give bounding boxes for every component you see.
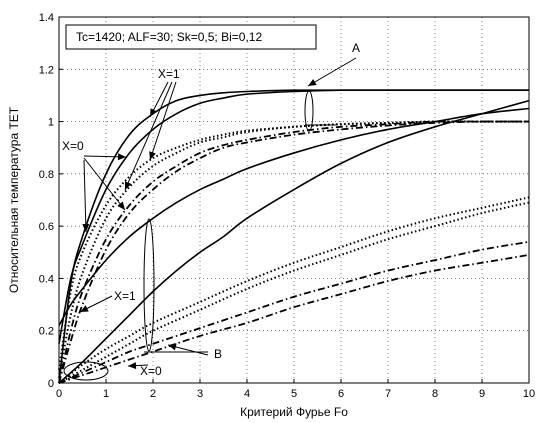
ellipse-mid (143, 218, 155, 352)
annotation-x0-top: X=0 (62, 139, 84, 153)
arrow-x0-top-b-head (117, 201, 125, 210)
annotations (63, 57, 357, 381)
x-tick-label: 5 (291, 388, 297, 400)
arrow-x0-bottom-head (128, 362, 137, 370)
arrow-x0-top-a-head (117, 153, 126, 161)
annotation-B: B (214, 347, 222, 361)
arrow-x0-top-c-head (82, 223, 90, 232)
arrow-x1-top-c (149, 81, 177, 161)
x-axis-title: Критерий Фурье Fo (240, 405, 348, 419)
arrow-x1-top-a-head (150, 108, 157, 117)
arrow-x1-top-c-head (149, 151, 156, 160)
x-tick-label: 2 (150, 388, 156, 400)
arrow-x0-top-b (83, 157, 126, 211)
series-line-11 (58, 240, 530, 384)
ellipse-bottom (63, 361, 109, 381)
arrow-B-head (168, 343, 177, 351)
y-tick-label: 0 (48, 378, 54, 390)
y-tick-label: 0.8 (39, 169, 54, 181)
legend-text: Tc=1420; ALF=30; Sk=0,5; Bi=0,12 (76, 30, 262, 44)
arrow-x1-top-b-head (124, 181, 132, 190)
x-tick-label: 3 (197, 388, 203, 400)
legend-frame (65, 24, 317, 50)
y-tick-label: 1 (48, 117, 54, 129)
y-tick-label: 0.6 (39, 221, 54, 233)
arrow-x0-top-c (83, 159, 87, 233)
series-line-9 (58, 196, 530, 384)
series-line-3 (58, 107, 530, 326)
series-line-4 (58, 99, 530, 384)
ellipse-A (304, 90, 314, 132)
annotation-x1-bottom: X=1 (114, 289, 136, 303)
x-tick-label: 6 (338, 388, 344, 400)
arrow-x1-top-b (124, 81, 173, 191)
x-tick-label: 10 (523, 388, 535, 400)
x-tick-label: 8 (432, 388, 438, 400)
annotation-x1-top: X=1 (158, 67, 180, 81)
x-tick-label: 7 (385, 388, 391, 400)
series-line-2 (58, 89, 529, 344)
annotation-A: A (352, 41, 360, 55)
series-line-5 (58, 120, 529, 371)
series-line-10 (58, 201, 530, 384)
y-tick-label: 1.4 (39, 12, 54, 24)
series-line-7 (58, 120, 529, 384)
y-axis-title: Относительная температура TET (7, 106, 21, 293)
x-tick-label: 0 (56, 388, 62, 400)
y-tick-label: 0.4 (39, 273, 54, 285)
arrow-A-head (308, 78, 317, 86)
arrow-x1-bottom-head (80, 305, 89, 312)
y-tick-label: 1.2 (39, 64, 54, 76)
axis-ticks: 0 1 2 3 4 5 6 7 8 9 10 0 0.2 0.4 0.6 0.8 1 1.2 1.4 (39, 12, 535, 400)
x-tick-label: 9 (479, 388, 485, 400)
y-tick-label: 0.2 (39, 326, 54, 338)
arrow-A (307, 57, 357, 87)
legend-box: Tc=1420; ALF=30; Sk=0,5; Bi=0,12 (65, 24, 317, 50)
annotation-x0-bottom: X=0 (140, 364, 162, 378)
x-tick-label: 1 (103, 388, 109, 400)
x-tick-label: 4 (244, 388, 250, 400)
